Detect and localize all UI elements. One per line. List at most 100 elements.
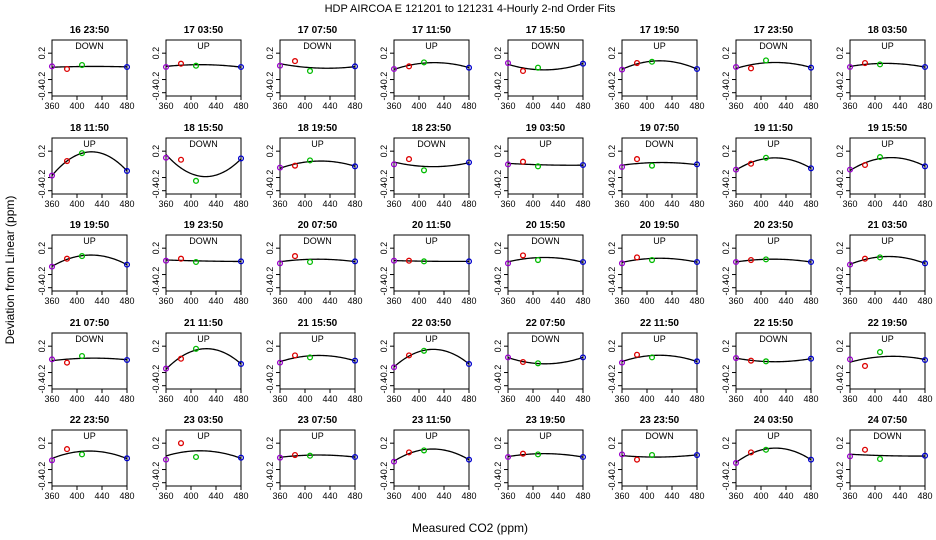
x-tick-label: 360 — [272, 491, 287, 501]
y-tick-label: 0.2 — [721, 145, 731, 158]
fit-curve — [735, 357, 812, 363]
x-tick-label: 440 — [322, 491, 337, 501]
panel-time-label: 17 11:50 — [412, 25, 451, 36]
x-tick-label: 440 — [436, 296, 451, 306]
y-tick-label: -0.2 — [493, 267, 503, 283]
data-point — [633, 156, 641, 163]
panel-1: 16 23:50 DOWN 360 400 440 480 -0.4-0.2 0.2 — [37, 25, 135, 111]
data-point — [351, 453, 359, 461]
data-point — [519, 450, 527, 457]
data-point — [579, 258, 587, 266]
data-point — [579, 60, 587, 67]
data-point — [633, 351, 641, 358]
fit-curve — [507, 356, 584, 365]
data-point — [633, 60, 641, 67]
data-point — [405, 352, 413, 359]
data-point — [579, 161, 587, 169]
panel-direction-label: UP — [881, 41, 894, 51]
panel-direction-label: DOWN — [531, 334, 560, 344]
panel-7: 17 23:50 DOWN 360 400 440 480 -0.4-0.2 0.2 — [721, 25, 819, 111]
y-tick-label: 0.2 — [493, 47, 503, 60]
data-point — [519, 358, 527, 366]
panel-time-label: 24 07:50 — [868, 415, 908, 426]
panel-3: 17 07:50 DOWN 360 400 440 480 -0.4-0.2 0.2 — [265, 25, 363, 111]
data-point — [876, 455, 884, 463]
x-tick-label: 360 — [500, 491, 515, 501]
x-tick-label: 400 — [753, 491, 768, 501]
data-point — [291, 352, 299, 359]
y-tick-label: -0.2 — [379, 462, 389, 478]
x-tick-label: 400 — [411, 296, 426, 306]
panel-direction-label: UP — [197, 431, 210, 441]
panel-time-label: 17 03:50 — [184, 25, 224, 36]
fit-curve — [849, 62, 926, 68]
data-point — [405, 156, 413, 163]
fit-curve — [507, 162, 584, 166]
panel-18: 19 23:50 DOWN 360 400 440 480 -0.4-0.2 0.2 — [151, 220, 249, 306]
data-point — [534, 451, 542, 458]
panel-21: 20 15:50 DOWN 360 400 440 480 -0.4-0.2 0.2 — [493, 220, 591, 306]
data-point — [465, 456, 473, 463]
y-tick-label: -0.4 — [37, 280, 47, 296]
x-tick-label: 440 — [664, 394, 679, 404]
x-tick-label: 400 — [639, 491, 654, 501]
y-tick-label: 0.2 — [37, 145, 47, 158]
x-tick-label: 360 — [44, 491, 59, 501]
y-tick-label: -0.4 — [493, 280, 503, 296]
x-tick-label: 440 — [94, 394, 109, 404]
y-tick-label: 0.2 — [265, 437, 275, 450]
panel-frame — [507, 137, 584, 195]
y-tick-label: -0.4 — [493, 378, 503, 394]
data-point — [237, 155, 245, 162]
data-point — [123, 63, 131, 71]
x-tick-label: 440 — [322, 296, 337, 306]
fit-curve — [165, 450, 242, 459]
data-point — [519, 252, 527, 259]
data-point — [177, 156, 185, 163]
x-tick-label: 480 — [803, 199, 818, 209]
panel-direction-label: UP — [539, 431, 552, 441]
fit-curve — [393, 348, 470, 368]
data-point — [693, 258, 701, 266]
x-tick-label: 440 — [778, 101, 793, 111]
data-point — [534, 64, 542, 71]
data-point — [63, 65, 71, 73]
panel-time-label: 19 19:50 — [70, 220, 110, 231]
panel-time-label: 23 03:50 — [184, 415, 224, 426]
data-point — [465, 360, 473, 368]
data-point — [519, 158, 527, 165]
data-point — [63, 446, 71, 453]
y-tick-label: -0.4 — [379, 475, 389, 491]
data-point — [921, 260, 929, 267]
panel-time-label: 22 15:50 — [754, 318, 794, 329]
x-tick-label: 400 — [525, 394, 540, 404]
panel-frame — [507, 429, 584, 487]
x-tick-label: 440 — [208, 491, 223, 501]
x-tick-label: 480 — [233, 296, 248, 306]
data-point — [861, 362, 869, 369]
data-point — [747, 357, 755, 364]
x-tick-label: 480 — [461, 296, 476, 306]
x-tick-label: 400 — [753, 394, 768, 404]
data-point — [732, 354, 740, 362]
y-tick-label: 0.2 — [379, 437, 389, 450]
x-tick-label: 480 — [689, 296, 704, 306]
x-tick-label: 480 — [461, 199, 476, 209]
y-tick-label: 0.2 — [493, 145, 503, 158]
x-tick-label: 400 — [183, 296, 198, 306]
data-point — [519, 67, 527, 75]
x-tick-label: 400 — [411, 394, 426, 404]
data-point — [762, 256, 770, 263]
panel-frame — [735, 234, 812, 292]
y-tick-label: -0.4 — [265, 378, 275, 394]
panel-direction-label: UP — [197, 41, 210, 51]
x-tick-label: 360 — [500, 199, 515, 209]
y-tick-label: -0.2 — [151, 72, 161, 88]
data-point — [276, 454, 284, 461]
x-tick-label: 440 — [550, 491, 565, 501]
x-tick-label: 480 — [461, 101, 476, 111]
data-point — [534, 163, 542, 170]
panel-direction-label: DOWN — [645, 431, 674, 441]
fit-curve — [279, 454, 356, 458]
